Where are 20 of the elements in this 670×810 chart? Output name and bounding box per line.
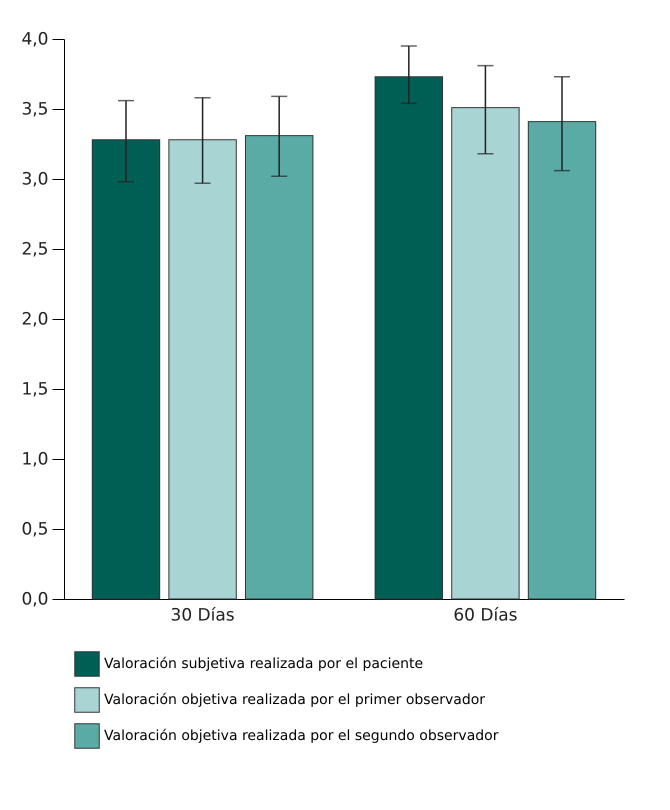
legend-label: Valoración subjetiva realizada por el paciente [104, 656, 424, 672]
bar [92, 139, 160, 600]
y-tick-label: 4,0 [21, 30, 48, 50]
y-tick-label: 0,5 [21, 520, 48, 540]
bar [451, 107, 520, 600]
legend-label: Valoración objetiva realizada por el segundo observador [104, 728, 499, 744]
bar [244, 135, 314, 600]
y-tick-label: 2,0 [21, 310, 48, 330]
y-tick-label: 1,0 [21, 450, 48, 470]
y-tick-label: 0,0 [21, 590, 48, 610]
y-tick-label: 1,5 [21, 380, 48, 400]
legend-label: Valoración objetiva realizada por el primer observador [104, 692, 486, 708]
y-tick-label: 3,5 [21, 100, 48, 120]
y-tick-label: 2,5 [21, 240, 48, 260]
x-tick-label: 30 Días [170, 606, 235, 626]
y-tick-label: 3,0 [21, 170, 48, 190]
bar [374, 76, 444, 600]
x-tick-label: 60 Días [453, 606, 518, 626]
bar [168, 139, 237, 600]
bar [528, 121, 596, 600]
